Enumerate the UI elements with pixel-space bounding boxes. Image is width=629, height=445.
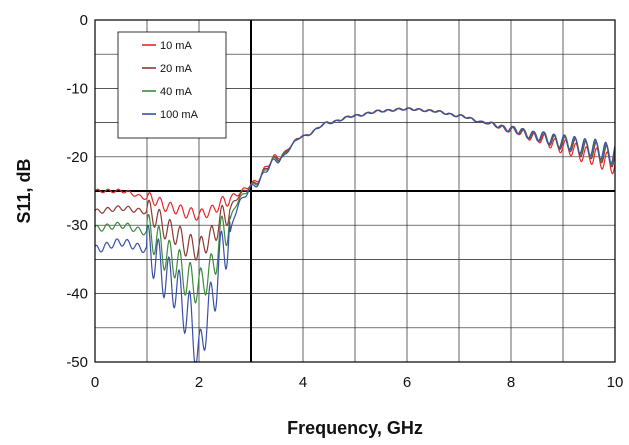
- legend-label: 10 mA: [160, 40, 192, 52]
- x-tick-label: 2: [195, 374, 203, 391]
- y-tick-label: -50: [66, 354, 88, 371]
- legend-label: 100 mA: [160, 109, 199, 121]
- y-tick-label: -20: [66, 149, 88, 166]
- series-lines: [94, 107, 616, 363]
- legend-label: 20 mA: [160, 63, 192, 75]
- x-tick-label: 0: [91, 374, 99, 391]
- legend-box: [117, 31, 227, 139]
- plot-frame: [94, 19, 616, 363]
- y-tick-label: -40: [66, 286, 88, 303]
- x-axis-label: Frequency, GHz: [287, 418, 423, 438]
- x-tick-label: 6: [403, 374, 411, 391]
- y-tick-labels: 0 -10 -20 -30 -40 -50: [66, 12, 88, 371]
- x-tick-labels: 0 2 4 6 8 10: [91, 374, 624, 391]
- legend: 10 mA 20 mA 40 mA 100 mA: [117, 31, 227, 139]
- series-line-100-ma: [94, 107, 616, 363]
- legend-label: 40 mA: [160, 86, 192, 98]
- y-axis-label: S11, dB: [14, 158, 34, 223]
- x-tick-label: 8: [507, 374, 515, 391]
- y-tick-label: 0: [80, 12, 88, 29]
- y-tick-label: -10: [66, 80, 88, 97]
- reference-lines: [95, 20, 615, 362]
- x-tick-label: 10: [607, 374, 624, 391]
- x-tick-label: 4: [299, 374, 307, 391]
- y-tick-label: -30: [66, 217, 88, 234]
